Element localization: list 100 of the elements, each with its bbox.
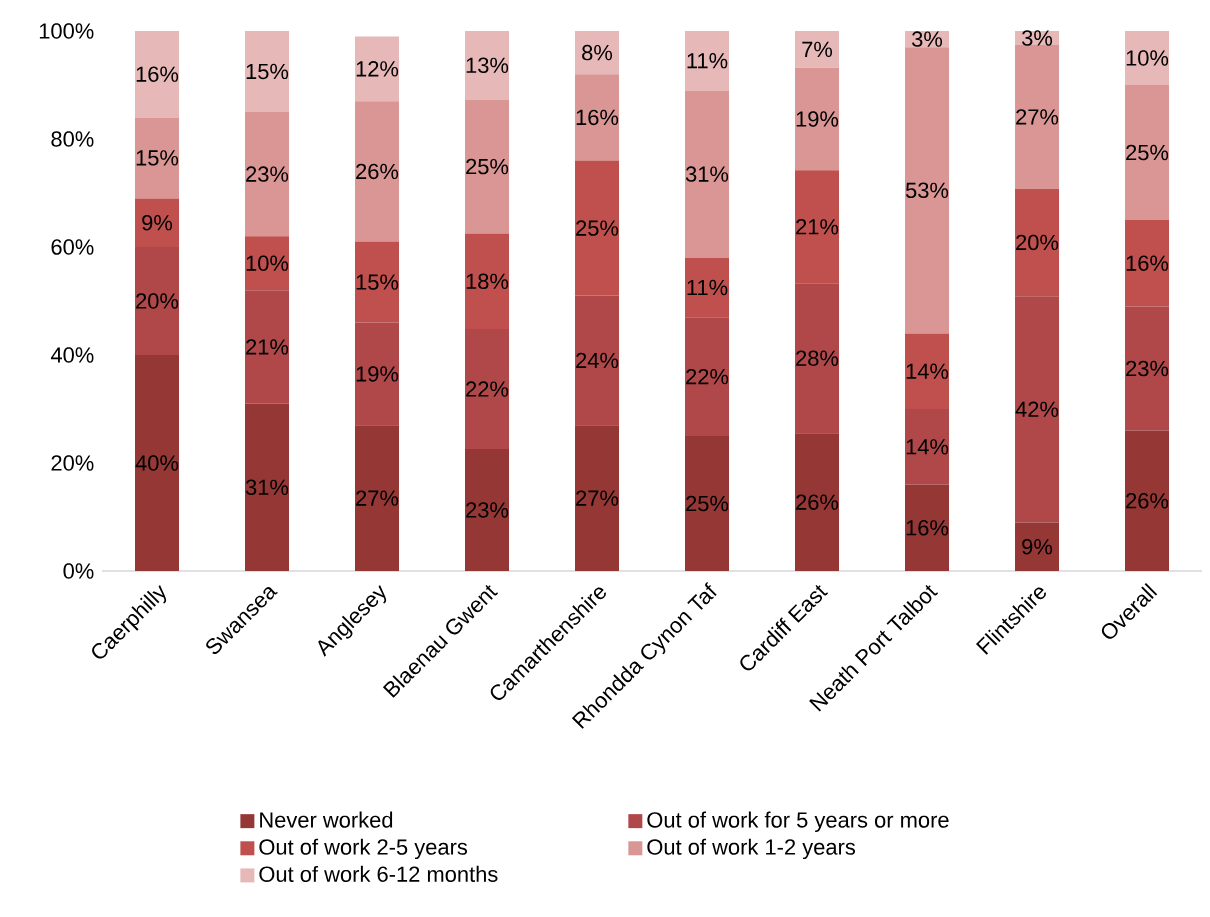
data-label: 15% [246,63,289,80]
data-label: 10% [246,255,289,271]
bar [465,233,510,330]
data-label: 12% [356,61,399,77]
data-label: 14% [906,439,949,455]
data-label: 22% [466,381,509,397]
data-label: 7% [802,41,833,58]
data-label: 26% [796,494,839,510]
data-label: 26% [1126,493,1169,509]
data-label: 15% [136,150,179,166]
bar [1015,188,1060,297]
bar [685,436,730,571]
bar [355,101,400,242]
bar [795,170,840,284]
data-label: 53% [905,182,949,199]
bar [795,30,840,68]
legend-label: Out of work 6-12 months [259,865,498,882]
bar [575,160,620,296]
data-label: 11% [687,53,728,69]
y-tick-label: 20% [51,455,94,471]
data-label: 8% [582,44,613,61]
bar [575,295,620,426]
bar [245,290,289,404]
bar [465,30,510,100]
data-label: 16% [1126,255,1169,271]
data-label: 16% [576,109,619,126]
data-label: 28% [796,350,839,366]
bar [465,448,510,571]
bar [685,30,730,91]
data-label: 9% [1022,538,1053,555]
data-label: 25% [686,495,729,512]
bar [685,317,730,436]
data-label: 18% [466,273,509,290]
bar [575,425,620,571]
bar [1015,296,1060,523]
data-label: 25% [1126,144,1169,161]
bar [1125,220,1170,307]
bar [245,111,289,237]
data-label: 23% [1126,360,1169,377]
legend-label: Never worked [260,811,393,828]
bar [245,236,289,291]
bar [135,117,179,199]
bar [575,30,620,75]
bar [905,409,950,485]
bar [1125,306,1170,431]
y-tick-label: 40% [50,347,94,363]
bar [1125,84,1170,220]
data-label: 27% [356,490,399,506]
bar [1125,430,1170,571]
data-label: 10% [1126,50,1169,66]
data-label: 14% [906,363,949,379]
bar [575,74,620,161]
bar [355,425,400,571]
data-label: 21% [246,339,289,355]
bar [795,283,840,434]
data-label: 27% [1016,109,1059,125]
bar [905,47,950,334]
data-label: 19% [356,366,399,382]
bar [685,90,730,258]
bar [1015,45,1060,189]
data-label: 23% [246,166,289,182]
data-label: 20% [136,293,179,309]
data-label: 26% [356,163,399,180]
data-label: 3% [1022,30,1053,46]
data-label: 19% [796,111,839,127]
y-tick-label: 0% [63,563,94,579]
data-label: 22% [686,368,729,385]
bar [135,355,179,571]
legend-label: Out of work 2-5 years [259,838,468,860]
data-label: 20% [1016,234,1059,251]
data-label: 21% [796,219,839,235]
y-tick-label: 100% [39,23,94,39]
bar [465,329,510,449]
data-label: 42% [1015,401,1059,417]
bar [135,247,179,355]
bar [1125,30,1170,85]
data-label: 16% [136,66,179,82]
bar [355,322,400,426]
data-label: 11% [687,279,728,296]
bar [465,99,510,234]
bar [795,67,840,171]
data-label: 15% [356,274,399,290]
bar [135,198,179,247]
data-label: 40% [135,455,179,471]
data-label: 25% [466,158,509,175]
data-label: 27% [576,490,619,506]
data-label: 25% [576,220,619,236]
legend-label: Out of work for 5 years or more [647,811,949,832]
y-tick-label: 60% [51,239,94,255]
data-label: 24% [576,352,619,369]
data-label: 23% [466,502,509,518]
data-label: 13% [466,57,509,74]
data-label: 16% [906,520,949,536]
bar [245,403,289,571]
bar [355,241,400,323]
bar [685,257,730,318]
y-tick-label: 80% [51,131,94,147]
legend-label: Out of work 1-2 years [647,838,856,860]
bar [905,333,950,409]
bar [905,484,950,571]
